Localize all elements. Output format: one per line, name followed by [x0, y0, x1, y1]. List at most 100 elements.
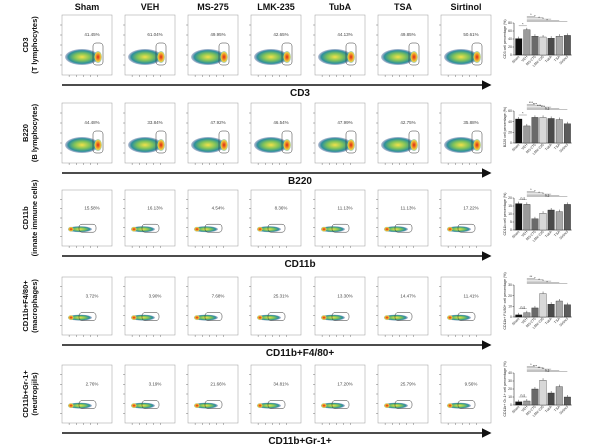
flow-plot: 17.22%	[439, 189, 492, 248]
flow-plot: 49.85%	[376, 14, 429, 77]
plot-frame	[440, 276, 492, 336]
density-hotspot	[194, 226, 200, 232]
significance-bracket: **	[526, 367, 560, 371]
bar-ms-275	[531, 388, 539, 406]
bar-ms-275	[531, 307, 539, 318]
significance-label: *	[534, 190, 536, 194]
significance-bracket: *	[526, 16, 552, 20]
bar-sham	[515, 38, 523, 56]
plot-frame	[440, 364, 492, 424]
density-population	[318, 137, 352, 153]
gate	[394, 400, 413, 409]
gate-percentage: 17.22%	[463, 206, 478, 211]
y-tick-label: 30	[508, 283, 512, 287]
plot-frame	[61, 14, 113, 76]
axis-label: CD11b+Gr-1+	[268, 436, 332, 447]
density-hotspot	[257, 315, 263, 321]
density-population	[65, 137, 99, 153]
gate	[394, 223, 413, 233]
flow-plot: 11.13%	[376, 189, 429, 248]
flow-plot: 11.41%	[439, 276, 492, 337]
density-population	[384, 314, 408, 321]
gate	[408, 130, 420, 154]
significance-label: *	[546, 18, 548, 22]
x-tick-label: MS-275	[525, 230, 537, 242]
significance-bracket: *	[526, 15, 544, 19]
gate	[204, 223, 223, 233]
flow-plot: 42.75%	[376, 102, 429, 165]
gate-percentage: 11.13%	[401, 206, 416, 211]
bar-tsa	[555, 36, 563, 56]
column-header: VEH	[141, 2, 160, 12]
row-label: CD11b+F4/80+ (macrophages)	[21, 279, 39, 333]
significance-label: *	[522, 112, 524, 116]
gate-percentage: 47.92%	[210, 120, 225, 125]
bar-sham	[515, 203, 523, 231]
significance-bracket: *	[526, 191, 552, 195]
y-tick-label: 40	[508, 371, 512, 375]
significance-bracket: n.s	[526, 193, 568, 197]
density-hotspot	[473, 51, 481, 63]
plot-frame	[377, 102, 429, 164]
gate-percentage: 3.72%	[86, 293, 99, 298]
density-hotspot	[257, 226, 263, 232]
row-label-line1: B220	[21, 124, 30, 142]
gate-percentage: 16.13%	[147, 206, 162, 211]
row-label-line2: (T lymphocytes)	[30, 16, 39, 74]
gate-percentage: 17.20%	[337, 381, 352, 386]
gate	[345, 42, 357, 66]
significance-bracket: *	[526, 277, 544, 281]
significance-label: *	[530, 188, 532, 192]
significance-label: *	[530, 13, 532, 17]
significance-bracket: *	[526, 280, 568, 284]
density-hotspot	[157, 139, 165, 151]
axis-label: CD11b+F4/80+	[266, 348, 335, 359]
y-tick-label: 0	[510, 403, 512, 407]
x-tick-label: Sham	[511, 317, 520, 326]
x-tick-label: TSA	[553, 404, 561, 412]
flow-plot: 50.61%	[439, 14, 492, 77]
gate-percentage: 4.54%	[212, 206, 225, 211]
plot-frame	[124, 14, 176, 76]
flow-plot: 17.20%	[313, 364, 366, 425]
density-hotspot	[194, 403, 200, 409]
density-population	[131, 402, 155, 409]
density-population	[191, 49, 225, 65]
plot-frame	[250, 364, 302, 424]
density-population	[381, 137, 415, 153]
y-tick-label: 0	[510, 315, 512, 319]
density-population	[128, 49, 162, 65]
gate	[331, 400, 350, 409]
significance-label: *	[538, 278, 540, 282]
plot-frame	[377, 189, 429, 247]
density-hotspot	[257, 403, 263, 409]
density-hotspot	[447, 403, 453, 409]
gate-percentage: 11.13%	[338, 206, 353, 211]
significance-bracket: n.s	[518, 196, 527, 200]
row-label-line1: CD11b+F4/80+	[21, 280, 30, 332]
bar-veh	[523, 204, 531, 231]
flow-plot: 2.76%	[60, 364, 113, 425]
row-label-line1: CD11b+Gr-1+	[21, 370, 30, 418]
density-population	[194, 314, 218, 321]
gate-percentage: 2.76%	[86, 381, 99, 386]
density-population	[318, 49, 352, 65]
flow-plot: 16.13%	[123, 189, 176, 248]
bar-ms-275	[531, 117, 539, 144]
gate	[267, 312, 286, 321]
significance-bracket: *	[526, 188, 535, 192]
flow-plot: 33.84%	[123, 102, 176, 165]
density-population	[384, 226, 408, 233]
gate-percentage: 14.47%	[400, 293, 415, 298]
plot-frame	[187, 364, 239, 424]
y-tick-label: 10	[508, 305, 512, 309]
density-population	[128, 137, 162, 153]
gate	[141, 400, 160, 409]
flow-plot: 3.90%	[123, 276, 176, 337]
x-tick-label: VEH	[521, 317, 529, 325]
gate	[331, 223, 350, 233]
significance-bracket: *	[526, 192, 560, 196]
significance-bracket: *	[526, 190, 544, 194]
plot-frame	[314, 276, 366, 336]
